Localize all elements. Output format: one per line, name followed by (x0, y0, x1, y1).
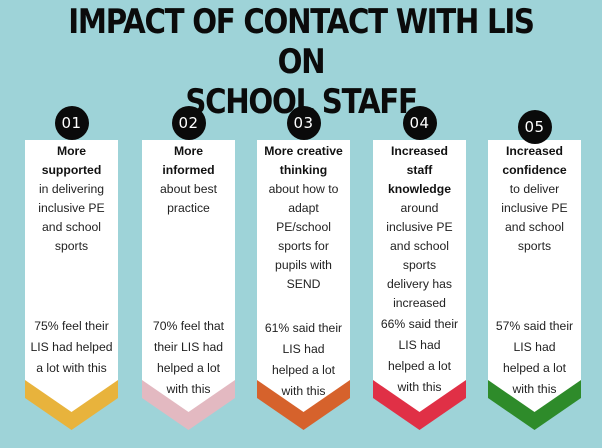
card-body-line: delivery has (386, 277, 453, 291)
card-statistic-line: with this (166, 382, 211, 396)
card-statistic-line: 75% feel their (34, 319, 109, 333)
card-white-panel (257, 140, 350, 412)
step-number-badge: 02 (171, 106, 206, 140)
card-statistic: 57% said their LIS had helped a lot with th… (488, 316, 581, 400)
card-statistic-line: 70% feel that (152, 319, 225, 333)
page-title: IMPACT OF CONTACT WITH LIS ON SCHOOL STA… (42, 2, 560, 122)
card-statistic: 70% feel that their LIS had helped a lot wi… (142, 316, 235, 400)
card-body-line: and school (390, 239, 449, 253)
card-statistic-line: helped a lot (502, 361, 567, 375)
card-body-line: inclusive PE (38, 201, 105, 215)
card-statistic: 61% said their LIS had helped a lot with th… (257, 318, 350, 402)
card-description: More informed about best practice (142, 142, 235, 218)
card-description: Increased staff knowledge around inclusive P… (373, 142, 466, 313)
card-body-line: adapt (288, 201, 319, 215)
card-statistic-line: LIS had (513, 340, 556, 354)
card-arrow-shape (25, 140, 118, 430)
card-heading-line: supported (41, 163, 102, 177)
card-body-line: increased (393, 296, 446, 310)
card-statistic: 75% feel their LIS had helped a lot with t… (25, 316, 118, 379)
card-statistic-line: their LIS had (153, 340, 224, 354)
card-body-line: inclusive PE (386, 220, 453, 234)
step-number-badge: 04 (402, 106, 437, 140)
card-heading-line: staff (406, 163, 433, 177)
card-statistic-line: with this (512, 382, 557, 396)
card-statistic-line: 61% said their (264, 321, 343, 335)
card-statistic-line: LIS had (398, 338, 441, 352)
impact-card-2: 02 More informed about best practice 70% feel… (142, 106, 235, 432)
card-arrow-shape (257, 140, 350, 430)
card-statistic-line: a lot with this (36, 361, 107, 375)
card-body-line: PE/school (276, 220, 331, 234)
card-heading-line: More creative (264, 144, 343, 158)
card-body-line: sports for (278, 239, 329, 253)
card-body-line: SEND (286, 277, 321, 291)
card-statistic-line: LIS had (282, 342, 325, 356)
card-statistic-line: helped a lot (156, 361, 221, 375)
impact-card-4: 04 Increased staff knowledge around inclusive… (373, 106, 466, 432)
card-body-line: sports (54, 239, 89, 253)
card-body-line: and school (505, 220, 564, 234)
impact-card-5: 05 Increased confidence to deliver inclusive… (488, 110, 581, 432)
card-heading-line: informed (162, 163, 215, 177)
card-body-line: to deliver (509, 182, 560, 196)
step-number-badge: 05 (517, 110, 552, 144)
card-description: Increased confidence to deliver inclusive P… (488, 142, 581, 256)
card-heading-line: Increased (391, 144, 448, 158)
impact-card-3: 03 More creative thinking about how to adapt… (257, 106, 350, 432)
page-title-line-1: IMPACT OF CONTACT WITH LIS ON (68, 2, 535, 82)
card-statistic-line: with this (397, 380, 442, 394)
card-heading-line: thinking (279, 163, 328, 177)
card-body-line: in delivering (38, 182, 105, 196)
card-description: More supported in delivering inclusive PE an… (25, 142, 118, 256)
card-body-line: inclusive PE (501, 201, 568, 215)
card-statistic: 66% said their LIS had helped a lot with th… (373, 314, 466, 398)
card-body-line: pupils with (275, 258, 332, 272)
card-body-line: sports (517, 239, 552, 253)
card-white-panel (142, 140, 235, 412)
card-body-line: sports (402, 258, 437, 272)
card-statistic-line: 57% said their (495, 319, 574, 333)
impact-card-1: 01 More supported in delivering inclusive PE… (25, 106, 118, 432)
card-body-line: about best (160, 182, 217, 196)
card-description: More creative thinking about how to adapt PE… (257, 142, 350, 294)
card-body-line: about how to (268, 182, 339, 196)
card-heading-line: Increased (506, 144, 563, 158)
card-white-panel (488, 140, 581, 412)
card-statistic-line: with this (281, 384, 326, 398)
card-heading-line: More (173, 144, 204, 158)
card-arrow-shape (488, 140, 581, 430)
card-heading-line: confidence (502, 163, 567, 177)
card-heading-line: knowledge (388, 182, 451, 196)
card-statistic-line: helped a lot (271, 363, 336, 377)
card-statistic-line: LIS had helped (30, 340, 113, 354)
card-statistic-line: 66% said their (380, 317, 459, 331)
card-body-line: practice (167, 201, 210, 215)
card-white-panel (25, 140, 118, 412)
step-number-badge: 01 (54, 106, 89, 140)
card-arrow-shape (373, 140, 466, 430)
card-arrow-shape (142, 140, 235, 430)
card-statistic-line: helped a lot (387, 359, 452, 373)
card-body-line: around (400, 201, 439, 215)
step-number-badge: 03 (286, 106, 321, 140)
card-body-line: and school (42, 220, 101, 234)
card-heading-line: More (56, 144, 87, 158)
card-white-panel (373, 140, 466, 412)
